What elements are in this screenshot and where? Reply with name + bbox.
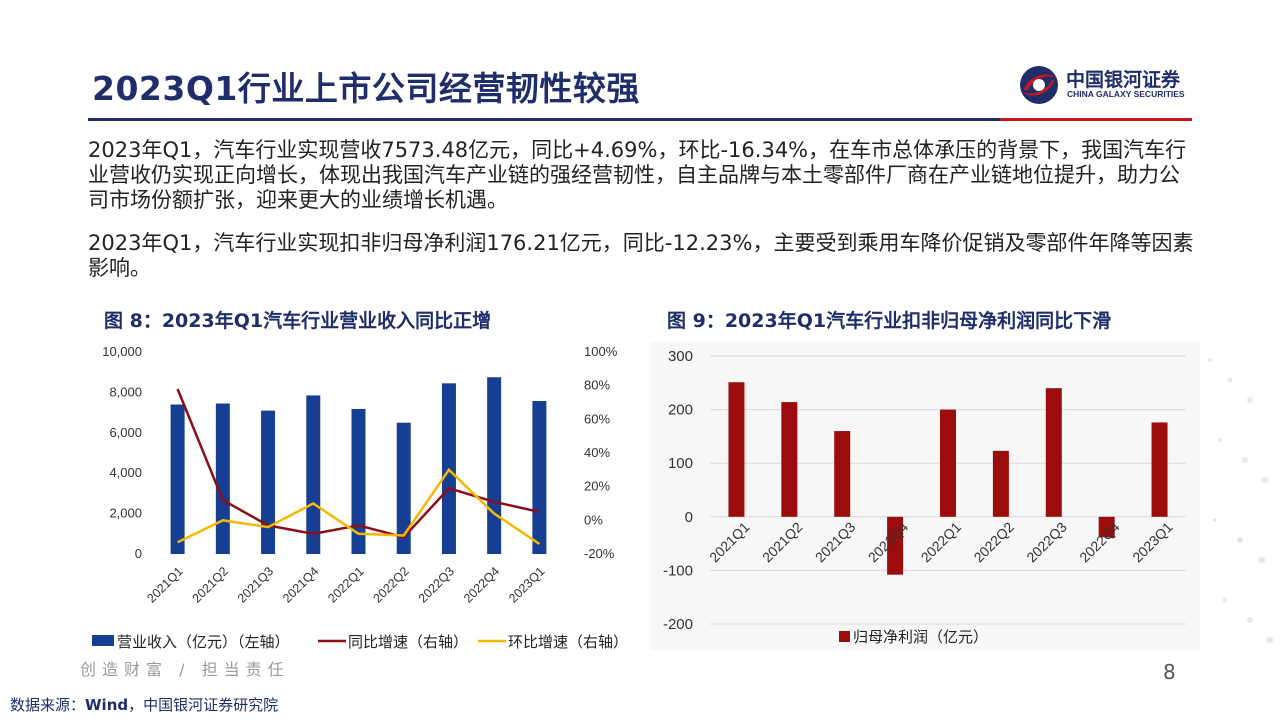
y-right-tick-label: -20%: [584, 546, 615, 561]
profit-bar: [1151, 422, 1168, 517]
profit-bar: [834, 431, 851, 517]
x-tick-label: 2021Q3: [235, 564, 276, 605]
source-prefix: 数据来源：: [10, 696, 86, 714]
x-tick-label: 2022Q3: [416, 564, 457, 605]
y-tick-label: 0: [685, 509, 693, 526]
profit-bar: [1098, 516, 1115, 538]
legend-label-yoy: 同比增速（右轴）: [348, 634, 468, 651]
x-tick-label: 2022Q2: [370, 564, 411, 605]
source-wind: Wind: [85, 696, 129, 714]
y-tick-label: 100: [668, 455, 693, 472]
revenue-bar: [261, 410, 276, 554]
profit-bar: [1045, 388, 1062, 517]
revenue-bar: [306, 395, 321, 554]
y-tick-label: 200: [668, 402, 693, 419]
figure-9-title: 图 9：2023年Q1汽车行业扣非归母净利润同比下滑: [667, 310, 1112, 332]
y-right-tick-label: 100%: [584, 344, 618, 359]
title-divider: [88, 118, 1192, 121]
y-tick-label: -100: [663, 562, 693, 579]
revenue-bar: [351, 408, 366, 554]
y-right-tick-label: 40%: [584, 445, 610, 460]
y-left-tick-label: 0: [135, 546, 142, 561]
profit-bar: [728, 382, 745, 517]
paragraph-profit: 2023年Q1，汽车行业实现扣非归母净利润176.21亿元，同比-12.23%，…: [88, 231, 1194, 280]
revenue-bar: [215, 403, 230, 554]
company-logo: 中国银河证券 CHINA GALAXY SECURITIES: [1018, 64, 1198, 108]
y-left-tick-label: 8,000: [109, 384, 142, 399]
y-tick-label: -200: [663, 616, 693, 633]
y-right-tick-label: 20%: [584, 479, 610, 494]
y-left-tick-label: 4,000: [109, 465, 142, 480]
logo-text-cn: 中国银河证券: [1066, 69, 1181, 91]
revenue-chart: 10,000 8,000 6,000 4,000 2,000 0 100% 80% 60% 40%…: [92, 344, 628, 651]
legend-label-profit: 归母净利润（亿元）: [853, 629, 988, 646]
profit-bar: [940, 409, 956, 517]
figure-8-title: 图 8：2023年Q1汽车行业营业收入同比正增: [104, 310, 492, 332]
y-left-tick-label: 10,000: [102, 344, 142, 359]
profit-bar: [781, 402, 798, 517]
legend-label-revenue: 营业收入（亿元）（左轴）: [117, 634, 290, 651]
revenue-bar: [170, 404, 185, 554]
qoq-growth-line: [177, 467, 541, 545]
data-source: 数据来源：Wind，中国银河证券研究院: [10, 694, 278, 715]
title-divider-accent: [1000, 118, 1192, 121]
decorative-dot-pattern: [1208, 358, 1274, 644]
legend-swatch-revenue: [92, 635, 114, 646]
revenue-bar: [487, 377, 502, 554]
legend-swatch-profit: [839, 631, 850, 642]
revenue-bar: [532, 401, 547, 554]
logo-text-en: CHINA GALAXY SECURITIES: [1067, 89, 1185, 99]
y-right-tick-label: 60%: [584, 411, 610, 426]
page-number: 8: [1163, 660, 1176, 684]
y-left-tick-label: 6,000: [109, 425, 142, 440]
x-tick-label: 2022Q1: [325, 564, 366, 605]
profit-bar: [992, 450, 1009, 517]
x-tick-label: 2022Q4: [461, 564, 502, 605]
page-title: 2023Q1行业上市公司经营韧性较强: [92, 69, 640, 108]
paragraph-revenue: 2023年Q1，汽车行业实现营收7573.48亿元，同比+4.69%，环比-16…: [88, 138, 1187, 212]
y-left-tick-label: 2,000: [109, 506, 142, 521]
y-tick-label: 300: [668, 348, 693, 365]
source-suffix: ，中国银河证券研究院: [128, 696, 279, 714]
y-right-tick-label: 80%: [584, 378, 610, 393]
x-tick-label: 2023Q1: [506, 564, 547, 605]
profit-bar: [887, 516, 904, 575]
x-tick-label: 2021Q2: [190, 564, 231, 605]
galaxy-logo-icon: [1020, 66, 1058, 104]
legend-label-qoq: 环比增速（右轴）: [508, 634, 628, 651]
y-right-tick-label: 0%: [584, 512, 603, 527]
footer-slogan: 创造财富 / 担当责任: [80, 660, 290, 679]
x-tick-label: 2021Q1: [144, 564, 185, 605]
x-tick-label: 2021Q4: [280, 564, 321, 605]
revenue-bar: [396, 422, 411, 554]
